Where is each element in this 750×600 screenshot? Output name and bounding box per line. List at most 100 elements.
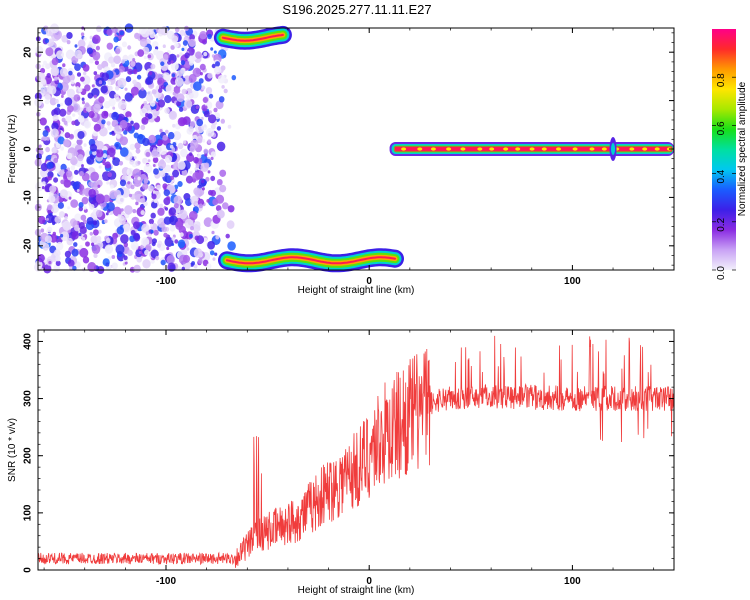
- heatmap-cell: [103, 194, 110, 203]
- heatmap-cell: [73, 242, 78, 247]
- heatmap-cell: [42, 135, 48, 141]
- heatmap-cell: [207, 240, 216, 250]
- heatmap-cell: [169, 225, 176, 232]
- heatmap-cell: [145, 151, 151, 157]
- x-tick-label: -100: [156, 576, 176, 587]
- heatmap-cell: [205, 176, 210, 182]
- heatmap-cell: [177, 200, 180, 204]
- colorbar-tick-label: 0.2: [716, 217, 727, 231]
- heatmap-cell: [209, 250, 215, 256]
- heatmap-cell: [150, 212, 156, 219]
- x-tick-label: 0: [366, 576, 372, 587]
- heatmap-cell: [220, 118, 225, 124]
- heatmap-cell: [77, 115, 85, 123]
- heatmap-cell: [193, 248, 203, 258]
- heatmap-cell: [129, 143, 136, 151]
- heatmap-cell: [174, 77, 184, 87]
- heatmap-cell: [203, 51, 208, 57]
- heatmap-cell: [159, 170, 166, 178]
- heatmap-cell: [198, 203, 203, 209]
- heatmap-cell: [69, 218, 78, 228]
- heatmap-cell: [173, 203, 179, 209]
- heatmap-cell: [152, 164, 156, 167]
- snr-plot-area: [38, 330, 674, 570]
- heatmap-cell: [141, 87, 144, 91]
- heatmap-cell: [115, 194, 125, 205]
- heatmap-cell: [183, 99, 193, 109]
- heatmap-cell: [91, 244, 101, 255]
- heatmap-cell: [124, 92, 133, 102]
- heatmap-cell: [38, 215, 46, 225]
- heatmap-cell: [98, 96, 105, 104]
- heatmap-cell: [171, 236, 175, 241]
- y-tick-label: 300: [23, 390, 34, 407]
- heatmap-cell: [56, 103, 61, 108]
- heatmap-cell: [174, 239, 179, 244]
- heatmap-cell: [66, 152, 73, 160]
- heatmap-cell: [189, 233, 193, 239]
- heatmap-cell: [95, 209, 103, 218]
- heatmap-cell: [172, 131, 182, 141]
- heatmap-cell: [64, 250, 71, 258]
- heatmap-cell: [103, 101, 111, 109]
- heatmap-cell: [115, 85, 120, 91]
- heatmap-noise-region: [34, 23, 237, 274]
- heatmap-cell: [141, 117, 149, 125]
- snr-frame: [37, 329, 675, 571]
- heatmap-cell: [73, 150, 79, 157]
- heatmap-cell: [188, 38, 196, 48]
- heatmap-cell: [163, 232, 168, 238]
- heatmap-cell: [171, 243, 175, 246]
- heatmap-cell: [47, 171, 54, 179]
- heatmap-cell: [93, 94, 98, 99]
- heatmap-cell: [164, 237, 174, 247]
- heatmap-cell: [71, 120, 76, 126]
- heatmap-cell: [177, 142, 184, 150]
- heatmap-cell: [77, 154, 84, 162]
- heatmap-cell: [178, 107, 184, 112]
- heatmap-cell: [40, 67, 46, 74]
- heatmap-cell: [446, 147, 452, 151]
- heatmap-cell: [74, 44, 78, 48]
- heatmap-cell: [70, 165, 76, 171]
- heatmap-cell: [76, 138, 83, 146]
- heatmap-cell: [52, 231, 56, 236]
- heatmap-cell: [96, 25, 102, 33]
- heatmap-cell: [143, 100, 148, 106]
- heatmap-cell: [137, 49, 145, 57]
- heatmap-cell: [148, 71, 153, 76]
- heatmap-cell: [147, 27, 154, 35]
- heatmap-cell: [222, 202, 229, 210]
- heatmap-cell: [148, 185, 155, 192]
- heatmap-cell: [50, 128, 59, 138]
- heatmap-cell: [130, 241, 139, 251]
- heatmap-cell: [84, 84, 91, 92]
- y-tick-label: -20: [23, 238, 34, 253]
- heatmap-cell: [164, 175, 172, 184]
- heatmap-cell: [151, 149, 159, 159]
- heatmap-cell: [216, 209, 225, 219]
- heatmap-cell: [79, 245, 83, 249]
- heatmap-cell: [212, 257, 216, 261]
- heatmap-cell: [489, 147, 495, 151]
- heatmap-cell: [92, 130, 99, 137]
- heatmap-cell: [59, 67, 68, 77]
- heatmap-cell: [105, 237, 111, 244]
- heatmap-cell: [138, 88, 147, 99]
- heatmap-cell: [179, 29, 185, 36]
- heatmap-cell: [179, 232, 184, 237]
- heatmap-cell: [192, 224, 201, 233]
- heatmap-cell: [64, 132, 71, 139]
- heatmap-cell: [177, 239, 186, 249]
- heatmap-cell: [148, 134, 157, 144]
- heatmap-cell: [142, 157, 148, 164]
- heatmap-cell: [108, 56, 115, 64]
- heatmap-cell: [157, 28, 163, 34]
- heatmap-cell: [219, 184, 227, 193]
- heatmap-cell: [59, 108, 67, 117]
- heatmap-cell: [72, 105, 78, 111]
- heatmap-cell: [105, 262, 110, 267]
- heatmap-cell: [132, 168, 142, 179]
- heatmap-cell: [166, 196, 171, 201]
- heatmap-cell: [67, 105, 74, 113]
